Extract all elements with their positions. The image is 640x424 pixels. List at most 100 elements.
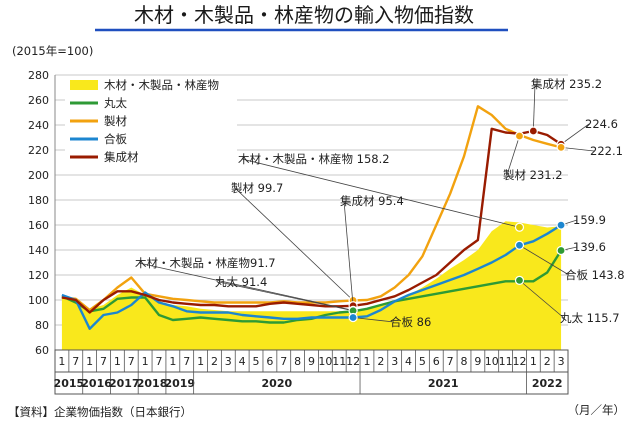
y-tick-label: 220 [28,144,49,157]
x-year-label: 2018 [137,377,168,390]
y-tick-label: 200 [28,169,49,182]
annotation-label: 製材 99.7 [231,181,283,195]
annotation-leader [234,187,354,301]
annotation-label: 木材・木製品・林産物91.7 [135,256,276,270]
annotation-marker [556,220,566,230]
x-tick-label: 12 [346,355,360,368]
x-tick-label: 9 [474,355,481,368]
x-tick-label: 6 [433,355,440,368]
x-tick-label: 1 [169,355,176,368]
annotation-leader [519,280,565,319]
annotation-label: 製材 231.2 [503,168,563,182]
x-tick-label: 1 [114,355,121,368]
annotation-marker [348,312,358,323]
legend-label: 製材 [104,114,127,128]
x-year-label: 2015 [54,377,85,390]
annotation-leader [519,244,570,276]
x-year-label: 2017 [109,377,140,390]
x-tick-label: 5 [419,355,426,368]
annotation-label: 木材・木製品・林産物 158.2 [238,152,390,166]
x-tick-label: 7 [128,355,135,368]
annotation-marker [514,131,525,141]
y-tick-label: 80 [35,319,49,332]
annotation-label: 224.6 [585,117,618,131]
annotation-label: 合板 86 [390,315,431,329]
annotation-leader [218,281,354,312]
legend-swatch [70,80,98,90]
x-tick-label: 5 [253,355,260,368]
x-tick-label: 11 [332,355,346,368]
annotation-label: 丸太 91.4 [215,275,267,289]
annotation-label: 222.1 [590,144,623,158]
line-series-4 [61,127,562,314]
line-series [61,105,563,330]
x-axis: 1 7 1 7 1 7 1 7 1 7 1 2 3 4 5 6 7 8 9 10 11 12 1 2 3 4 5 6 7 8 9 10 11 12… [54,349,569,395]
legend-label: 丸太 [104,96,127,110]
annotation-leader [560,123,590,145]
y-tick-label: 100 [28,294,49,307]
x-tick-label: 8 [461,355,468,368]
x-tick-label: 7 [72,355,79,368]
line-series-3 [61,224,562,330]
source-note: 【資料】企業物価指数（日本銀行） [8,405,192,419]
x-tick-label: 9 [308,355,315,368]
legend-label: 合板 [104,132,127,146]
annotation-marker [528,126,538,136]
annotation-leader [506,135,520,176]
x-tick-label: 8 [294,355,301,368]
x-tick-label: 7 [280,355,287,368]
annotation-marker [556,245,566,256]
y-tick-label: 260 [28,94,49,107]
annotation-label: 丸太 115.7 [560,311,620,325]
annotation-leader [532,83,536,132]
unit-label: (2015年=100) [12,44,93,58]
x-tick-label: 1 [530,355,537,368]
y-tick-label: 60 [35,344,49,357]
annotation-marker [514,240,525,250]
chart-title: 木材・木製品・林産物の輸入物価指数 [134,3,474,27]
y-tick-label: 280 [28,69,49,82]
x-tick-label: 1 [86,355,93,368]
line-series-1 [61,249,563,324]
x-tick-label: 3 [225,355,232,368]
annotation-leader [343,200,354,306]
x-year-label: 2021 [428,377,459,390]
annotation-leader [561,146,595,152]
x-tick-label: 7 [100,355,107,368]
x-tick-label: 1 [142,355,149,368]
x-tick-label: 10 [318,355,332,368]
annotation-label: 139.6 [573,240,606,254]
x-year-label: 2022 [532,377,563,390]
y-tick-label: 240 [28,119,49,132]
x-tick-label: 2 [211,355,218,368]
y-axis: 60 80 100 120 140 160 180 200 220 240 260 280 [28,69,56,357]
annotation-label: 159.9 [573,213,606,227]
annotation-marker [514,275,525,285]
x-tick-label: 7 [183,355,190,368]
y-tick-label: 180 [28,194,49,207]
annotation-label: 集成材 95.4 [340,194,404,208]
x-tick-label: 10 [485,355,499,368]
x-tick-label: 3 [391,355,398,368]
x-tick-label: 3 [558,355,565,368]
annotation-label: 合板 143.8 [565,268,625,282]
x-unit-label: （月／年） [568,403,626,417]
x-tick-label: 6 [266,355,273,368]
x-tick-label: 2 [377,355,384,368]
annotations: 集成材 235.2 224.6 222.1 製材 231.2 木材・木製品・林産物 15… [135,77,625,329]
y-tick-label: 120 [28,269,49,282]
x-tick-label: 1 [363,355,370,368]
annotation-leader [138,262,354,311]
legend-label: 集成材 [104,150,139,164]
annotation-marker [556,142,566,152]
legend-label: 木材・木製品・林産物 [104,78,219,92]
x-tick-label: 2 [544,355,551,368]
x-year-label: 2020 [262,377,293,390]
x-tick-label: 4 [405,355,412,368]
annotation-marker [514,222,525,232]
x-tick-label: 12 [512,355,526,368]
x-year-label: 2016 [81,377,112,390]
x-tick-label: 11 [499,355,513,368]
